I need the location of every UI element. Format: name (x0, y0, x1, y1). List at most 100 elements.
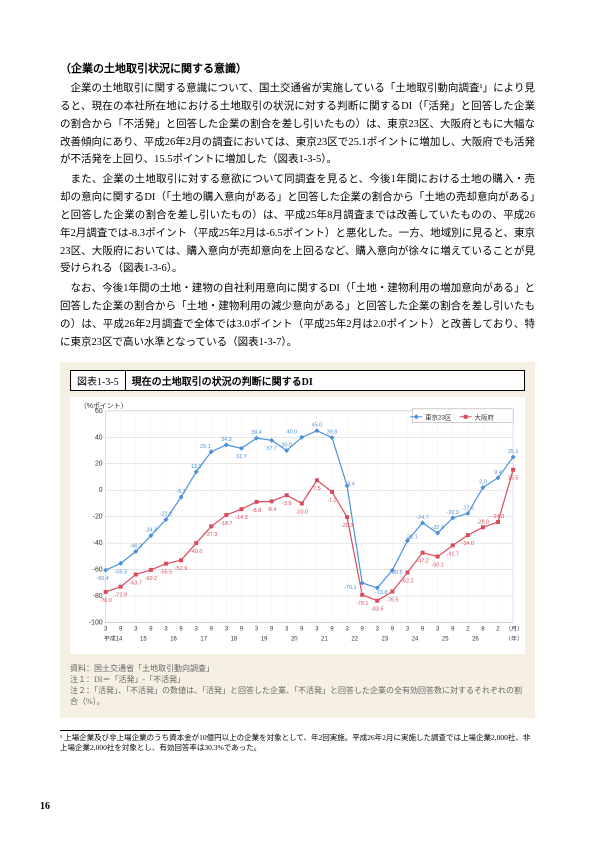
svg-text:21: 21 (321, 636, 328, 642)
svg-text:3: 3 (436, 626, 440, 632)
svg-text:-5.2: -5.2 (176, 489, 185, 495)
svg-text:3: 3 (285, 626, 289, 632)
svg-text:3: 3 (376, 626, 380, 632)
svg-text:-1.2: -1.2 (327, 497, 336, 503)
svg-text:40: 40 (95, 434, 103, 441)
svg-text:2: 2 (466, 626, 469, 632)
svg-text:22: 22 (351, 636, 358, 642)
chart-svg: （%ポイント）-100-80-60-40-2002040603939393939… (70, 397, 525, 654)
svg-text:3: 3 (104, 626, 108, 632)
svg-text:-8.4: -8.4 (267, 507, 276, 513)
svg-text:-20.3: -20.3 (341, 523, 353, 529)
svg-text:3: 3 (195, 626, 199, 632)
svg-text:9: 9 (421, 626, 425, 632)
svg-text:-63.7: -63.7 (130, 580, 142, 586)
svg-text:15.5: 15.5 (508, 475, 519, 481)
svg-text:-70.1: -70.1 (344, 585, 356, 591)
svg-text:-60.5: -60.5 (390, 570, 402, 576)
svg-text:大阪府: 大阪府 (475, 412, 495, 421)
svg-text:40.0: 40.0 (287, 429, 298, 435)
svg-text:-46.3: -46.3 (130, 543, 142, 549)
svg-text:31.7: 31.7 (236, 454, 247, 460)
section-heading: （企業の土地取引状況に関する意識） (60, 60, 535, 76)
svg-text:45.0: 45.0 (312, 422, 323, 428)
svg-text:9: 9 (391, 626, 395, 632)
svg-text:2: 2 (496, 626, 499, 632)
svg-text:16: 16 (170, 636, 177, 642)
svg-text:-55.5: -55.5 (160, 569, 172, 575)
paragraph-3: なお、今後1年間の土地・建物の自社利用意向に関するDI（「土地・建物利用の増加意… (60, 280, 535, 351)
chart-title-bar: 図表1-3-5 現在の土地取引の状況の判断に関するDI (70, 370, 525, 391)
svg-text:-60.4: -60.4 (96, 576, 108, 582)
svg-text:9: 9 (270, 626, 274, 632)
svg-text:-3.8: -3.8 (282, 501, 291, 507)
chart-notes: 資料：国土交通省「土地取引動向調査」 注１：DI＝「活発」-「不活発」 注２：「… (70, 663, 525, 708)
svg-text:26: 26 (472, 636, 479, 642)
svg-text:-83.5: -83.5 (371, 606, 383, 612)
svg-text:7.5: 7.5 (313, 486, 321, 492)
svg-text:30.0: 30.0 (281, 442, 292, 448)
svg-text:-40.0: -40.0 (190, 549, 202, 555)
svg-text:-52.9: -52.9 (175, 566, 187, 572)
svg-text:9: 9 (451, 626, 455, 632)
paragraph-2: また、企業の土地取引に対する意欲について同調査を見ると、今後1年間における土地の… (60, 171, 535, 278)
svg-text:-22.2: -22.2 (160, 511, 172, 517)
svg-text:-18.7: -18.7 (220, 521, 232, 527)
svg-text:2.0: 2.0 (479, 479, 487, 485)
svg-text:3: 3 (406, 626, 410, 632)
svg-text:20: 20 (95, 460, 103, 467)
svg-text:-79.1: -79.1 (356, 600, 368, 606)
svg-text:9: 9 (179, 626, 183, 632)
svg-text:13.9: 13.9 (191, 464, 202, 470)
svg-text:3.4: 3.4 (347, 481, 355, 487)
svg-text:-24.7: -24.7 (416, 515, 428, 521)
svg-text:24: 24 (412, 636, 419, 642)
svg-text:18: 18 (231, 636, 238, 642)
svg-text:平成14: 平成14 (104, 634, 123, 642)
svg-text:39.4: 39.4 (251, 430, 262, 436)
svg-text:9: 9 (119, 626, 123, 632)
svg-text:-10.0: -10.0 (296, 509, 308, 515)
paragraph-1: 企業の土地取引に関する意識について、国土交通省が実施している「土地取引動向調査¹… (60, 80, 535, 169)
svg-text:34.3: 34.3 (221, 437, 232, 443)
svg-text:-60.2: -60.2 (145, 575, 157, 581)
svg-text:-41.7: -41.7 (447, 551, 459, 557)
svg-text:17: 17 (200, 636, 207, 642)
svg-text:8: 8 (481, 626, 485, 632)
svg-text:39.8: 39.8 (327, 429, 338, 435)
svg-text:-62.2: -62.2 (401, 578, 413, 584)
svg-text:-17.5: -17.5 (462, 505, 474, 511)
svg-text:-60: -60 (93, 566, 103, 573)
svg-text:-73.8: -73.8 (375, 589, 387, 595)
page-number: 16 (40, 801, 50, 812)
svg-text:9: 9 (300, 626, 304, 632)
svg-text:-40: -40 (93, 540, 103, 547)
svg-text:東京23区: 東京23区 (425, 412, 452, 421)
svg-text:29.1: 29.1 (200, 443, 211, 449)
chart-note-2: 注１：DI＝「活発」-「不活発」 (70, 674, 525, 685)
svg-text:0: 0 (99, 487, 103, 494)
svg-text:9: 9 (149, 626, 153, 632)
svg-text:9: 9 (361, 626, 365, 632)
svg-text:-100: -100 (89, 619, 103, 626)
svg-text:-38.1: -38.1 (405, 534, 417, 540)
svg-text:20: 20 (291, 636, 298, 642)
svg-text:-20.9: -20.9 (447, 510, 459, 516)
svg-text:9: 9 (210, 626, 214, 632)
svg-text:3: 3 (134, 626, 138, 632)
footnote: ¹ 上場企業及び非上場企業のうち資本金が10億円以上の企業を対象として、年2回実… (60, 733, 535, 754)
svg-text:9: 9 (240, 626, 244, 632)
svg-text:3: 3 (225, 626, 229, 632)
chart-note-3: 注２：「活発」、「不活発」の数値は、「活発」と回答した企業、「不活発」と回答した… (70, 685, 525, 707)
svg-text:-27.3: -27.3 (205, 532, 217, 538)
svg-text:-76.9: -76.9 (99, 598, 111, 604)
svg-text:-24.0: -24.0 (492, 514, 504, 520)
svg-text:-72.9: -72.9 (115, 592, 127, 598)
chart-title: 現在の土地取引の状況の判断に関するDI (126, 371, 319, 390)
svg-text:-34.3: -34.3 (145, 527, 157, 533)
chart-container: 図表1-3-5 現在の土地取引の状況の判断に関するDI （%ポイント）-100-… (60, 362, 535, 718)
svg-text:-14.3: -14.3 (235, 515, 247, 521)
chart-note-1: 資料：国土交通省「土地取引動向調査」 (70, 663, 525, 674)
footnote-separator (60, 730, 180, 731)
svg-text:-47.2: -47.2 (416, 558, 428, 564)
